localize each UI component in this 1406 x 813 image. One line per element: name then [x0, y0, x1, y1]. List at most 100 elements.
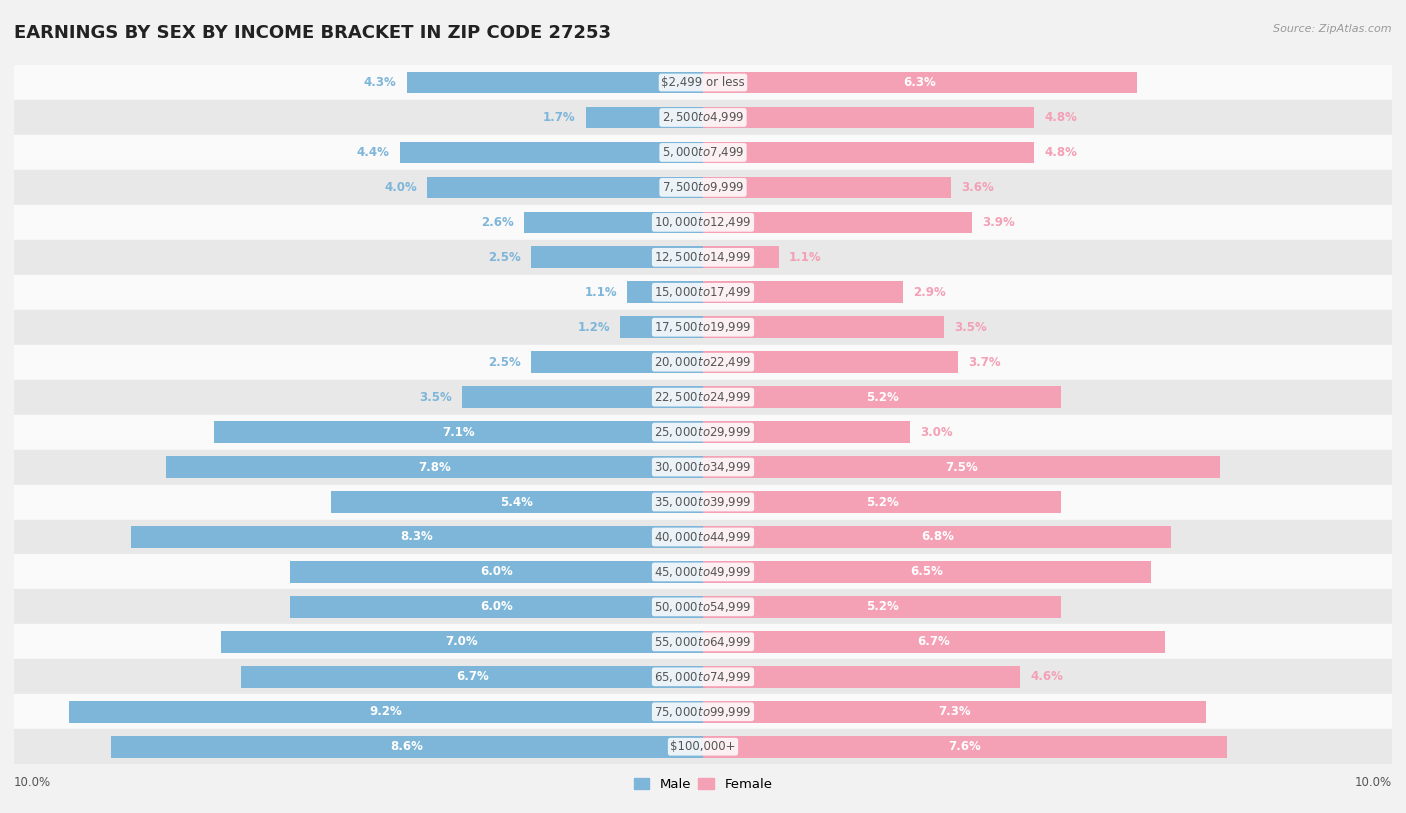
Bar: [14, 694, 1392, 729]
Text: 3.6%: 3.6%: [962, 181, 994, 193]
Bar: [427, 176, 703, 198]
Text: $75,000 to $99,999: $75,000 to $99,999: [654, 705, 752, 719]
Bar: [703, 421, 910, 443]
Text: 7.0%: 7.0%: [446, 636, 478, 648]
Bar: [290, 561, 703, 583]
Bar: [703, 316, 945, 338]
Bar: [166, 456, 703, 478]
Bar: [14, 589, 1392, 624]
Bar: [14, 485, 1392, 520]
Bar: [14, 345, 1392, 380]
Text: 2.6%: 2.6%: [481, 216, 513, 228]
Bar: [14, 554, 1392, 589]
Text: $2,499 or less: $2,499 or less: [661, 76, 745, 89]
Text: 3.5%: 3.5%: [955, 321, 987, 333]
Bar: [703, 631, 1164, 653]
Text: $65,000 to $74,999: $65,000 to $74,999: [654, 670, 752, 684]
Bar: [111, 736, 703, 758]
Text: 6.0%: 6.0%: [479, 566, 513, 578]
Text: 5.2%: 5.2%: [866, 391, 898, 403]
Text: 3.9%: 3.9%: [981, 216, 1015, 228]
Text: $12,500 to $14,999: $12,500 to $14,999: [654, 250, 752, 264]
Bar: [14, 729, 1392, 764]
Text: $45,000 to $49,999: $45,000 to $49,999: [654, 565, 752, 579]
Text: 4.4%: 4.4%: [357, 146, 389, 159]
Bar: [14, 170, 1392, 205]
Bar: [14, 205, 1392, 240]
Text: 6.0%: 6.0%: [479, 601, 513, 613]
Bar: [214, 421, 703, 443]
Bar: [290, 596, 703, 618]
Bar: [14, 240, 1392, 275]
Bar: [703, 72, 1137, 93]
Text: 9.2%: 9.2%: [370, 706, 402, 718]
Bar: [14, 415, 1392, 450]
Text: 7.5%: 7.5%: [945, 461, 977, 473]
Bar: [242, 666, 703, 688]
Bar: [703, 701, 1206, 723]
Text: 6.7%: 6.7%: [456, 671, 488, 683]
Text: 4.6%: 4.6%: [1031, 671, 1063, 683]
Text: 3.7%: 3.7%: [969, 356, 1001, 368]
Bar: [703, 281, 903, 303]
Text: $2,500 to $4,999: $2,500 to $4,999: [662, 111, 744, 124]
Text: 6.7%: 6.7%: [918, 636, 950, 648]
Bar: [131, 526, 703, 548]
Bar: [703, 386, 1062, 408]
Text: 8.6%: 8.6%: [391, 741, 423, 753]
Bar: [703, 107, 1033, 128]
Bar: [620, 316, 703, 338]
Bar: [14, 310, 1392, 345]
Text: 5.4%: 5.4%: [501, 496, 533, 508]
Text: 7.1%: 7.1%: [441, 426, 475, 438]
Text: $5,000 to $7,499: $5,000 to $7,499: [662, 146, 744, 159]
Bar: [399, 141, 703, 163]
Text: $40,000 to $44,999: $40,000 to $44,999: [654, 530, 752, 544]
Text: $35,000 to $39,999: $35,000 to $39,999: [654, 495, 752, 509]
Text: 10.0%: 10.0%: [14, 776, 51, 789]
Text: $50,000 to $54,999: $50,000 to $54,999: [654, 600, 752, 614]
Text: $25,000 to $29,999: $25,000 to $29,999: [654, 425, 752, 439]
Text: 5.2%: 5.2%: [866, 601, 898, 613]
Bar: [14, 380, 1392, 415]
Bar: [14, 135, 1392, 170]
Bar: [14, 659, 1392, 694]
Bar: [703, 246, 779, 268]
Bar: [14, 450, 1392, 485]
Bar: [627, 281, 703, 303]
Bar: [406, 72, 703, 93]
Text: 7.6%: 7.6%: [949, 741, 981, 753]
Bar: [14, 624, 1392, 659]
Text: 7.8%: 7.8%: [418, 461, 451, 473]
Text: 3.0%: 3.0%: [920, 426, 953, 438]
Bar: [330, 491, 703, 513]
Text: 6.5%: 6.5%: [911, 566, 943, 578]
Bar: [14, 100, 1392, 135]
Text: $15,000 to $17,499: $15,000 to $17,499: [654, 285, 752, 299]
Text: 8.3%: 8.3%: [401, 531, 433, 543]
Bar: [703, 491, 1062, 513]
Bar: [531, 351, 703, 373]
Bar: [586, 107, 703, 128]
Text: 1.7%: 1.7%: [543, 111, 575, 124]
Text: 6.8%: 6.8%: [921, 531, 953, 543]
Text: $100,000+: $100,000+: [671, 741, 735, 753]
Text: 2.5%: 2.5%: [488, 356, 520, 368]
Bar: [703, 351, 957, 373]
Text: 1.1%: 1.1%: [789, 251, 821, 263]
Text: $22,500 to $24,999: $22,500 to $24,999: [654, 390, 752, 404]
Text: $17,500 to $19,999: $17,500 to $19,999: [654, 320, 752, 334]
Text: 4.8%: 4.8%: [1045, 146, 1077, 159]
Text: 2.9%: 2.9%: [912, 286, 946, 298]
Bar: [703, 176, 950, 198]
Text: 5.2%: 5.2%: [866, 496, 898, 508]
Bar: [461, 386, 703, 408]
Bar: [69, 701, 703, 723]
Bar: [14, 520, 1392, 554]
Bar: [703, 596, 1062, 618]
Text: 4.0%: 4.0%: [384, 181, 418, 193]
Text: 7.3%: 7.3%: [938, 706, 970, 718]
Text: 4.8%: 4.8%: [1045, 111, 1077, 124]
Text: $55,000 to $64,999: $55,000 to $64,999: [654, 635, 752, 649]
Text: $30,000 to $34,999: $30,000 to $34,999: [654, 460, 752, 474]
